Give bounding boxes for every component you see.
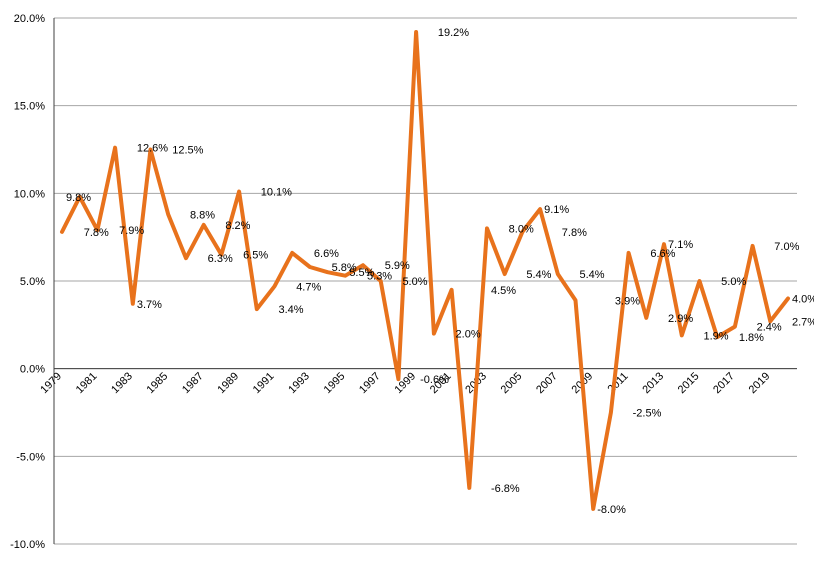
- x-tick-label: 1981: [74, 370, 100, 396]
- data-label: 12.6%: [137, 143, 168, 155]
- x-tick-label: 2005: [499, 370, 525, 396]
- x-tick-labels: 1979 1981 1983 1985 1987 1989 1991 1993 1995 1997…: [38, 370, 772, 396]
- x-tick-label: 2013: [640, 370, 666, 396]
- x-tick-label: 2015: [676, 370, 702, 396]
- data-label: 5.0%: [402, 276, 427, 288]
- x-tick-label: 1995: [322, 370, 348, 396]
- data-label: -0.6%: [420, 374, 449, 386]
- data-label: 2.7%: [792, 316, 814, 328]
- data-label: -2.5%: [633, 408, 662, 420]
- data-label: 4.5%: [491, 285, 516, 297]
- y-tick-label: -10.0%: [10, 539, 45, 551]
- data-label: 3.7%: [137, 299, 162, 311]
- axes: [53, 18, 797, 544]
- data-label: 10.1%: [261, 187, 292, 199]
- data-label: 9.8%: [66, 192, 91, 204]
- data-label: 3.4%: [278, 304, 303, 316]
- data-label: 1.9%: [703, 330, 728, 342]
- data-label: 5.4%: [580, 269, 605, 281]
- data-label: 5.9%: [385, 260, 410, 272]
- data-label: 9.1%: [544, 204, 569, 216]
- x-tick-label: 1989: [215, 370, 241, 396]
- data-label: 4.7%: [296, 281, 321, 293]
- y-tick-label: 0.0%: [20, 364, 45, 376]
- data-label: 2.4%: [757, 322, 782, 334]
- data-label: 4.0%: [792, 294, 814, 306]
- x-tick-label: 2007: [534, 370, 560, 396]
- series-line: [60, 30, 790, 511]
- data-label: 8.0%: [509, 223, 534, 235]
- x-tick-label: 1997: [357, 370, 383, 396]
- data-label: -8.0%: [597, 504, 626, 516]
- y-tick-label: 20.0%: [14, 13, 45, 25]
- data-label: 8.8%: [190, 209, 215, 221]
- data-label: 12.5%: [172, 145, 203, 157]
- data-label: 5.8%: [332, 262, 357, 274]
- data-label: 7.0%: [774, 241, 799, 253]
- x-tick-label: 1983: [109, 370, 135, 396]
- y-tick-label: 5.0%: [20, 276, 45, 288]
- data-label: 5.0%: [721, 276, 746, 288]
- data-label: 6.3%: [208, 253, 233, 265]
- y-tick-labels: 20.0% 15.0% 10.0% 5.0% 0.0% -5.0% -10.0%: [10, 13, 45, 551]
- data-label: 8.2%: [225, 220, 250, 232]
- x-tick-label: 2019: [747, 370, 773, 396]
- data-label: 6.6%: [314, 248, 339, 260]
- data-label: 5.4%: [526, 269, 551, 281]
- data-label: 6.6%: [650, 248, 675, 260]
- x-tick-label: 2011: [606, 370, 631, 395]
- data-label: 1.8%: [739, 332, 764, 344]
- data-label: -6.8%: [491, 483, 520, 495]
- data-label: 2.9%: [668, 313, 693, 325]
- data-label: 7.9%: [119, 225, 144, 237]
- data-label: 6.5%: [243, 250, 268, 262]
- y-tick-label: -5.0%: [16, 451, 45, 463]
- data-label: 5.5%: [349, 267, 374, 279]
- data-label: 2.0%: [456, 329, 481, 341]
- y-tick-label: 10.0%: [14, 188, 45, 200]
- series-group: [60, 30, 790, 511]
- x-tick-label: 1985: [145, 370, 171, 396]
- data-labels: 9.8% 7.8% 7.9% 3.7% 12.6% 12.5% 8.8% 6.3% 8.2% 6.…: [66, 27, 814, 516]
- x-tick-label: 2017: [711, 370, 737, 396]
- data-label: 5.3%: [367, 271, 392, 283]
- data-label: 3.9%: [615, 295, 640, 307]
- y-tick-label: 15.0%: [14, 101, 45, 113]
- data-label: 7.1%: [668, 239, 693, 251]
- data-label: 19.2%: [438, 27, 469, 39]
- x-tick-label: 1993: [286, 370, 312, 396]
- x-tick-label: 1991: [251, 370, 277, 396]
- x-tick-label: 1987: [180, 370, 206, 396]
- data-label: 7.8%: [84, 227, 109, 239]
- data-label: 7.8%: [562, 227, 587, 239]
